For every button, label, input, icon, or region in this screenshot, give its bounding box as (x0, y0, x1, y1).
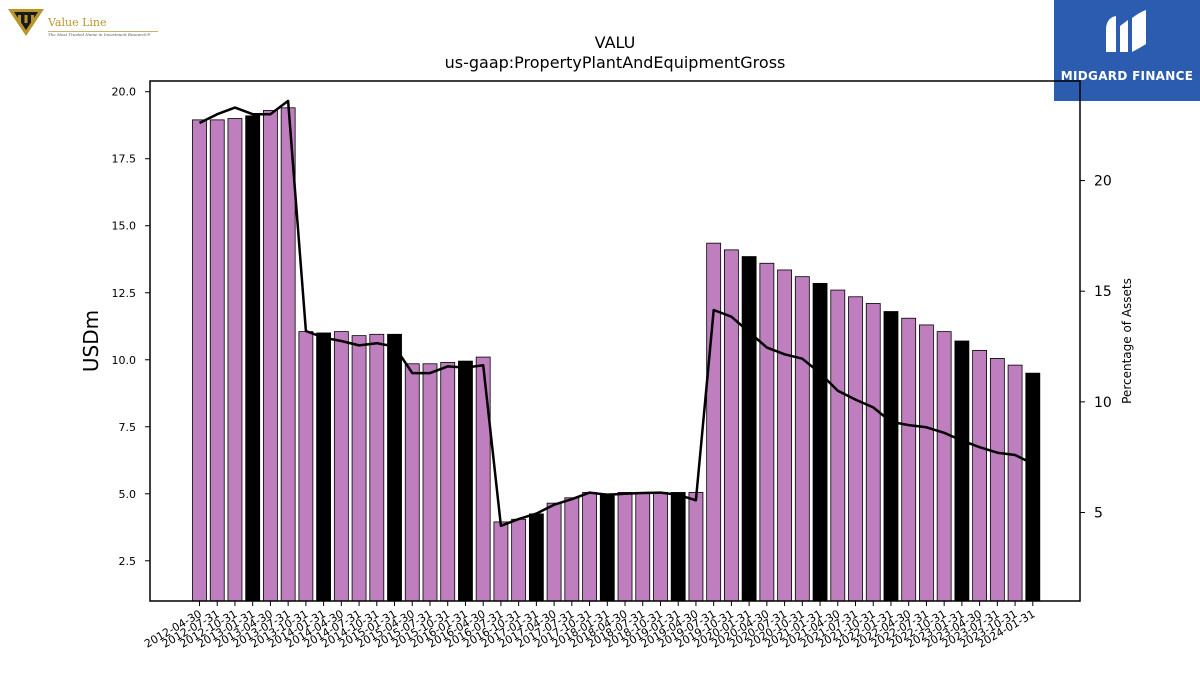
plot-frame (149, 80, 1081, 602)
y-tick-label: 20.0 (112, 86, 137, 99)
bar (901, 317, 917, 602)
y2-tick-label: 20 (1094, 174, 1112, 190)
bar (493, 521, 509, 602)
bar (670, 492, 686, 602)
y2-tick-label: 10 (1094, 395, 1112, 411)
bar (316, 332, 332, 602)
y-axis-label: USDm (79, 310, 103, 372)
y-tick-label: 7.5 (119, 421, 137, 434)
y2-tick-label: 15 (1094, 284, 1112, 300)
bar (688, 492, 704, 602)
chart-subtitle: us-gaap:PropertyPlantAndEquipmentGross (445, 53, 786, 72)
bar (422, 363, 438, 602)
value-line-logo: Value Line The Most Trusted Name in Inve… (6, 6, 166, 42)
bar (635, 492, 651, 602)
bar (404, 363, 420, 602)
bar (794, 276, 810, 602)
y-tick-label: 17.5 (112, 153, 137, 166)
y2-tick-label: 5 (1094, 505, 1103, 521)
value-line-emblem-icon (8, 9, 44, 36)
bar (511, 518, 527, 602)
y-tick-label: 15.0 (112, 220, 137, 233)
bar (227, 118, 243, 602)
bar (759, 262, 775, 602)
bar (528, 513, 544, 602)
bar (617, 492, 633, 602)
bar (546, 502, 562, 602)
line-series (198, 99, 1034, 528)
midgard-emblem-icon (1106, 10, 1146, 52)
bar (564, 497, 580, 602)
chart-title: VALU (595, 33, 636, 52)
bar (599, 493, 615, 602)
y-tick-label: 2.5 (119, 555, 137, 568)
y-tick-label: 5.0 (119, 488, 137, 501)
bar (458, 360, 473, 602)
value-line-rule (48, 31, 158, 32)
y-tick-label: 10.0 (112, 354, 137, 367)
bar (582, 492, 597, 602)
bar (192, 119, 207, 602)
bar (848, 296, 863, 602)
bar (954, 340, 970, 602)
bar (865, 303, 881, 602)
bar (883, 311, 899, 602)
bar (972, 349, 988, 602)
bar (263, 110, 278, 602)
bar (1025, 372, 1041, 602)
bar (812, 282, 828, 602)
bar (387, 333, 402, 602)
midgard-brand: MIDGARD FINANCE (1060, 69, 1194, 83)
value-line-brand: Value Line (48, 16, 107, 29)
bar (475, 356, 491, 602)
bar (440, 362, 456, 602)
bar (777, 269, 792, 602)
bar (351, 335, 367, 602)
y-tick-label: 12.5 (112, 287, 137, 300)
bar (245, 115, 261, 602)
bar (209, 119, 225, 602)
bar (936, 331, 952, 602)
axes: 2.55.07.510.012.515.017.520.051015202012… (112, 80, 1112, 651)
bar (741, 256, 757, 602)
y2-axis-label: Percentage of Assets (1120, 278, 1134, 404)
bar (369, 333, 385, 602)
bar (1007, 364, 1023, 602)
percentage-line (198, 99, 1034, 528)
bar (333, 331, 349, 602)
bar (706, 242, 722, 602)
bar (989, 358, 1005, 602)
value-line-tagline: The Most Trusted Name in Investment Rese… (48, 32, 151, 37)
bar (830, 289, 846, 602)
bar (653, 492, 668, 602)
bar (298, 331, 314, 602)
bar-series (192, 107, 1041, 602)
bar (280, 107, 296, 602)
bar (919, 324, 934, 602)
midgard-finance-logo: MIDGARD FINANCE (1054, 0, 1200, 101)
bar (724, 249, 739, 602)
